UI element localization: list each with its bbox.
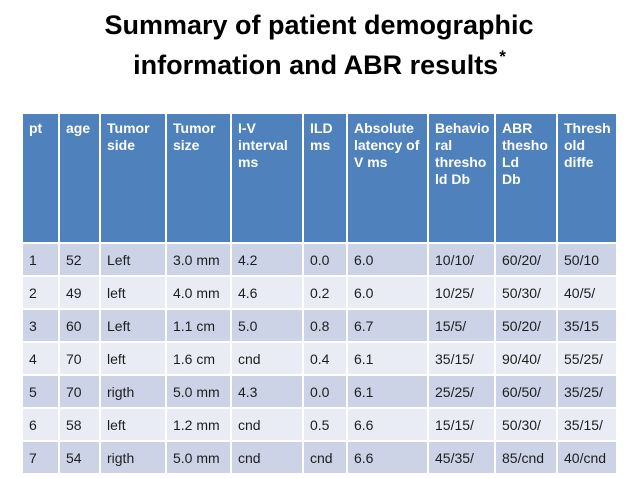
table-cell: 2 [21,275,60,310]
table-cell: 60/20/ [494,242,558,277]
table-cell: 6 [21,407,60,442]
header-cell-absolute-latency: Absolute latency of V ms [346,112,429,244]
table-cell: 35/15/ [556,407,618,442]
table-cell: left [99,407,167,442]
table-cell: 1.1 cm [165,308,232,343]
table-cell: 4.0 mm [165,275,232,310]
table-cell: 6.7 [346,308,429,343]
table-cell: 4.2 [230,242,304,277]
header-cell-behavioral-threshold: Behavio ral thresho ld Db [427,112,496,244]
table-cell: 15/5/ [427,308,496,343]
table-cell: 35/15/ [427,341,496,376]
table-cell: 6.1 [346,341,429,376]
table-cell: 6.0 [346,275,429,310]
table-cell: 50/10 [556,242,618,277]
table-cell: 50/30/ [494,275,558,310]
table-cell: rigth [99,440,167,475]
table-row: 1 52 Left 3.0 mm 4.2 0.0 6.0 10/10/60/20/50/10 [21,242,618,277]
header-cell-pt: pt [21,112,60,244]
table-cell: 55/25/ [556,341,618,376]
table-cell: rigth [99,374,167,409]
table-header-row: pt age Tumor side Tumor size I-V interva… [21,112,618,244]
table-cell: 0.2 [302,275,348,310]
table-body: 1 52 Left 3.0 mm 4.2 0.0 6.0 10/10/60/20/50/10 2… [21,242,618,475]
table-cell: 15/15/ [427,407,496,442]
table-cell: 35/15 [556,308,618,343]
table-row: 3 60 Left 1.1 cm 5.0 0.8 6.7 15/5/50/20/35/15 [21,308,618,343]
table-cell: 5.0 mm [165,374,232,409]
header-cell-tumor-side: Tumor side [99,112,167,244]
table-cell: 6.6 [346,407,429,442]
slide-title-line1: Summary of patient demographic [104,10,534,40]
header-cell-abr-threshold: ABR thesho Ld Db [494,112,558,244]
table-cell: 40/5/ [556,275,618,310]
table-cell: 4.3 [230,374,304,409]
patient-demographics-table: pt age Tumor side Tumor size I-V interva… [21,112,618,475]
table-cell: 0.0 [302,242,348,277]
table-cell: 7 [21,440,60,475]
table-cell: 60/50/ [494,374,558,409]
table-cell: 6.0 [346,242,429,277]
table-cell: 5.0 mm [165,440,232,475]
table-cell: 70 [58,374,101,409]
table-cell: 70 [58,341,101,376]
table-cell: left [99,275,167,310]
table-cell: 1.6 cm [165,341,232,376]
table-cell: 4.6 [230,275,304,310]
table-cell: 35/25/ [556,374,618,409]
table-cell: 0.4 [302,341,348,376]
slide-title-line2: information and ABR results* [0,42,638,82]
table-cell: 40/cnd [556,440,618,475]
table-cell: Left [99,308,167,343]
table-cell: 3 [21,308,60,343]
table-cell: cnd [302,440,348,475]
table-cell: 5 [21,374,60,409]
header-cell-iv-interval: I-V interval ms [230,112,304,244]
table-cell: cnd [230,440,304,475]
table-row: 7 54 rigth 5.0 mm cnd cnd 6.6 45/35/85/cnd 40/cn… [21,440,618,475]
table-row: 6 58 left 1.2 mm cnd 0.5 6.6 15/15/50/30/35/15/ [21,407,618,442]
table-cell: 6.6 [346,440,429,475]
table-cell: 0.0 [302,374,348,409]
table-row: 4 70 left 1.6 cm cnd 0.4 6.1 35/15/90/40/55/25/ [21,341,618,376]
table-cell: 85/cnd [494,440,558,475]
table-cell: 25/25/ [427,374,496,409]
table-cell: 49 [58,275,101,310]
header-cell-tumor-size: Tumor size [165,112,232,244]
table-cell: 58 [58,407,101,442]
table-row: 2 49 left 4.0 mm 4.6 0.2 6.0 10/25/50/30/40/5/ [21,275,618,310]
table-cell: 0.5 [302,407,348,442]
table-cell: 10/10/ [427,242,496,277]
slide-title-line2-text: information and ABR results [133,50,499,80]
header-cell-age: age [58,112,101,244]
table-cell: 45/35/ [427,440,496,475]
slide-title: Summary of patient demographic informati… [0,8,638,82]
table-cell: 52 [58,242,101,277]
table-cell: 5.0 [230,308,304,343]
table-cell: 54 [58,440,101,475]
table-cell: 0.8 [302,308,348,343]
table-cell: 10/25/ [427,275,496,310]
table-cell: 50/20/ [494,308,558,343]
table-cell: 1.2 mm [165,407,232,442]
table-cell: Left [99,242,167,277]
table-cell: left [99,341,167,376]
table-cell: 1 [21,242,60,277]
table-cell: 4 [21,341,60,376]
table-row: 5 70 rigth 5.0 mm 4.3 0.0 6.1 25/25/60/50/35/25… [21,374,618,409]
table-cell: cnd [230,407,304,442]
table-cell: 3.0 mm [165,242,232,277]
table-cell: 6.1 [346,374,429,409]
table-cell: cnd [230,341,304,376]
header-cell-ild: ILD ms [302,112,348,244]
header-cell-threshold-diff: Thresh old diffe [556,112,618,244]
table-cell: 50/30/ [494,407,558,442]
table-cell: 90/40/ [494,341,558,376]
table-cell: 60 [58,308,101,343]
footnote-asterisk: * [499,47,506,66]
